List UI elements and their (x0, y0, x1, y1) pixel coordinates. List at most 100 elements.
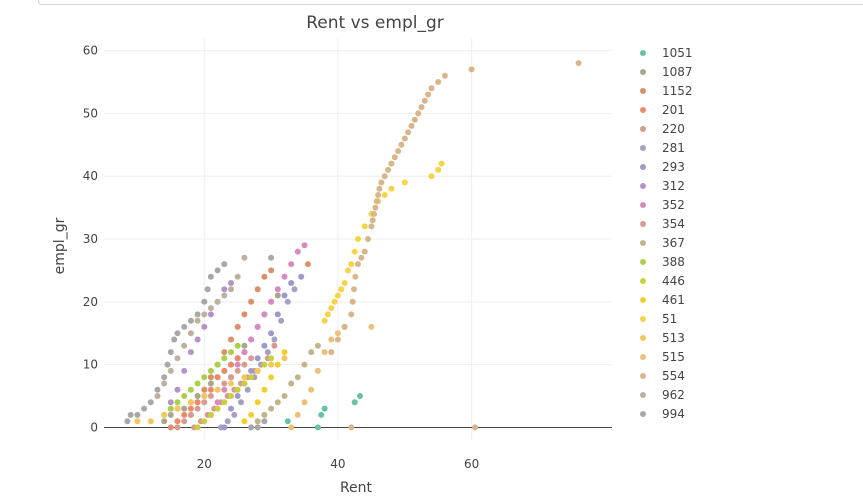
legend-label: 962 (662, 388, 685, 402)
data-point (261, 342, 268, 349)
data-point (268, 330, 275, 337)
legend-marker (640, 88, 646, 94)
legend-label: 554 (662, 369, 685, 383)
data-point (201, 386, 208, 393)
data-point (376, 185, 383, 192)
legend-marker (640, 392, 646, 398)
data-point (221, 261, 228, 268)
data-point (174, 330, 181, 337)
data-point (207, 386, 214, 393)
y-tick-label: 40 (83, 169, 98, 183)
data-point (371, 210, 377, 217)
data-point (187, 330, 194, 337)
data-point (294, 248, 301, 255)
legend-item[interactable]: 51 (640, 312, 677, 326)
legend-item[interactable]: 312 (640, 179, 685, 193)
data-point (268, 355, 275, 362)
data-point (248, 411, 255, 418)
data-point (372, 204, 379, 211)
data-point (147, 399, 154, 406)
data-point (254, 424, 261, 431)
legend-label: 461 (662, 293, 685, 307)
data-point (221, 399, 228, 406)
legend-label: 51 (662, 312, 677, 326)
data-point (351, 248, 358, 255)
data-point (401, 179, 408, 186)
data-point (194, 336, 201, 343)
data-point (441, 72, 448, 79)
data-point (254, 355, 261, 362)
legend-item[interactable]: 352 (640, 198, 685, 212)
data-point (425, 91, 432, 98)
data-point (268, 374, 275, 381)
legend-item[interactable]: 201 (640, 103, 685, 117)
data-point (288, 280, 295, 286)
data-point (187, 317, 194, 324)
data-point (274, 292, 281, 299)
legend-item[interactable]: 1152 (640, 84, 693, 98)
data-point (398, 141, 405, 148)
data-point (207, 367, 214, 374)
legend-item[interactable]: 354 (640, 217, 685, 231)
legend-marker (640, 259, 646, 265)
data-point (228, 393, 234, 399)
data-point (231, 411, 238, 418)
legend-label: 293 (662, 160, 685, 174)
legend-item[interactable]: 281 (640, 141, 685, 155)
x-axis-ticks: 20 40 60 (197, 457, 480, 471)
data-point (204, 286, 211, 293)
data-point (438, 160, 445, 167)
data-point (261, 361, 268, 368)
legend-marker (640, 221, 646, 227)
legend-item[interactable]: 554 (640, 369, 685, 383)
legend-item[interactable]: 388 (640, 255, 685, 269)
legend-item[interactable]: 220 (640, 122, 685, 136)
data-point (351, 286, 357, 293)
legend-marker (640, 354, 646, 360)
legend-item[interactable]: 446 (640, 274, 685, 288)
legend-label: 312 (662, 179, 685, 193)
legend-label: 1087 (662, 65, 693, 79)
data-point (284, 298, 291, 305)
legend-marker (640, 202, 646, 208)
legend-item[interactable]: 367 (640, 236, 685, 250)
data-point (308, 386, 315, 393)
legend-item[interactable]: 1087 (640, 65, 693, 79)
data-point (194, 311, 201, 318)
legend-marker (640, 411, 646, 417)
data-point (221, 349, 228, 356)
y-axis-ticks: 0 10 20 30 40 50 60 (83, 44, 98, 435)
legend-item[interactable]: 293 (640, 160, 685, 174)
legend-item[interactable]: 1051 (640, 46, 693, 60)
data-point (187, 411, 194, 418)
legend[interactable]: 1051 1087 1152 201 220 281 293 312 352 354 367 388 4… (640, 46, 693, 421)
data-point (127, 411, 134, 418)
data-point (314, 342, 321, 349)
data-point (357, 393, 363, 399)
legend-item[interactable]: 994 (640, 407, 685, 421)
data-point (248, 298, 255, 305)
data-point (194, 399, 201, 406)
data-point (395, 148, 402, 155)
legend-item[interactable]: 962 (640, 388, 685, 402)
legend-marker (640, 335, 646, 341)
x-tick-label: 60 (464, 457, 479, 471)
data-point (181, 411, 188, 418)
data-point (234, 367, 241, 374)
legend-item[interactable]: 513 (640, 331, 685, 345)
legend-item[interactable]: 515 (640, 350, 685, 364)
data-point (181, 342, 188, 349)
data-point (373, 198, 380, 205)
data-point (234, 393, 241, 399)
data-point (234, 355, 241, 362)
data-point (328, 336, 335, 343)
data-point (274, 399, 281, 406)
y-tick-label: 0 (90, 420, 98, 434)
data-point (268, 267, 275, 274)
data-point (228, 374, 234, 381)
legend-marker (640, 240, 646, 246)
legend-item[interactable]: 461 (640, 293, 685, 307)
data-point (238, 399, 244, 406)
data-point (134, 411, 141, 418)
